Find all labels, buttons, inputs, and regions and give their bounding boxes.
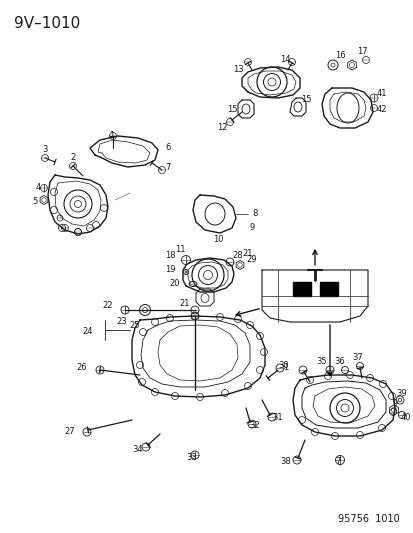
Text: 33: 33 [186, 454, 197, 463]
Text: 7: 7 [335, 457, 340, 466]
Text: 39: 39 [396, 389, 406, 398]
Text: 37: 37 [352, 353, 363, 362]
Text: 3: 3 [42, 146, 47, 155]
Text: 28: 28 [232, 251, 243, 260]
Text: 41: 41 [376, 90, 386, 99]
Text: 15: 15 [300, 95, 311, 104]
Text: 40: 40 [400, 414, 410, 423]
Bar [319, 282, 337, 296]
Text: 24: 24 [83, 327, 93, 336]
Text: 38: 38 [280, 457, 291, 466]
Text: 34: 34 [133, 446, 143, 455]
Text: 9V–1010: 9V–1010 [14, 16, 80, 31]
Text: 4: 4 [35, 183, 40, 192]
Text: 42: 42 [376, 106, 386, 115]
Text: 95756  1010: 95756 1010 [337, 514, 399, 524]
Text: 15: 15 [226, 106, 237, 115]
Text: 21: 21 [179, 300, 190, 309]
Text: 29: 29 [246, 255, 256, 264]
Text: 10: 10 [212, 236, 223, 245]
Text: 11: 11 [174, 246, 185, 254]
Text: 14: 14 [279, 55, 290, 64]
Bar [292, 282, 310, 296]
Text: 1: 1 [109, 132, 114, 141]
Text: 6: 6 [165, 143, 170, 152]
Text: 16: 16 [334, 52, 344, 61]
Text: 12: 12 [216, 124, 227, 133]
Text: 9: 9 [249, 223, 254, 232]
Text: 8: 8 [252, 208, 257, 217]
Text: 2: 2 [70, 154, 76, 163]
Text: 26: 26 [76, 362, 87, 372]
Text: 23: 23 [116, 318, 127, 327]
Text: 20: 20 [169, 279, 180, 288]
Text: 1: 1 [282, 364, 288, 373]
Text: 17: 17 [356, 47, 366, 56]
Text: 13: 13 [232, 66, 243, 75]
Text: 5: 5 [32, 198, 38, 206]
Text: 35: 35 [316, 358, 327, 367]
Text: 7: 7 [165, 164, 170, 173]
Text: 25: 25 [129, 320, 140, 329]
Text: 27: 27 [64, 427, 75, 437]
Text: 36: 36 [334, 358, 344, 367]
Text: 9: 9 [392, 400, 396, 408]
Text: 19: 19 [164, 265, 175, 274]
Text: 22: 22 [102, 302, 113, 311]
Text: 31: 31 [272, 414, 282, 423]
Text: 18: 18 [164, 252, 175, 261]
Text: 21: 21 [242, 248, 253, 257]
Text: 32: 32 [249, 422, 260, 431]
Text: 30: 30 [278, 360, 289, 369]
